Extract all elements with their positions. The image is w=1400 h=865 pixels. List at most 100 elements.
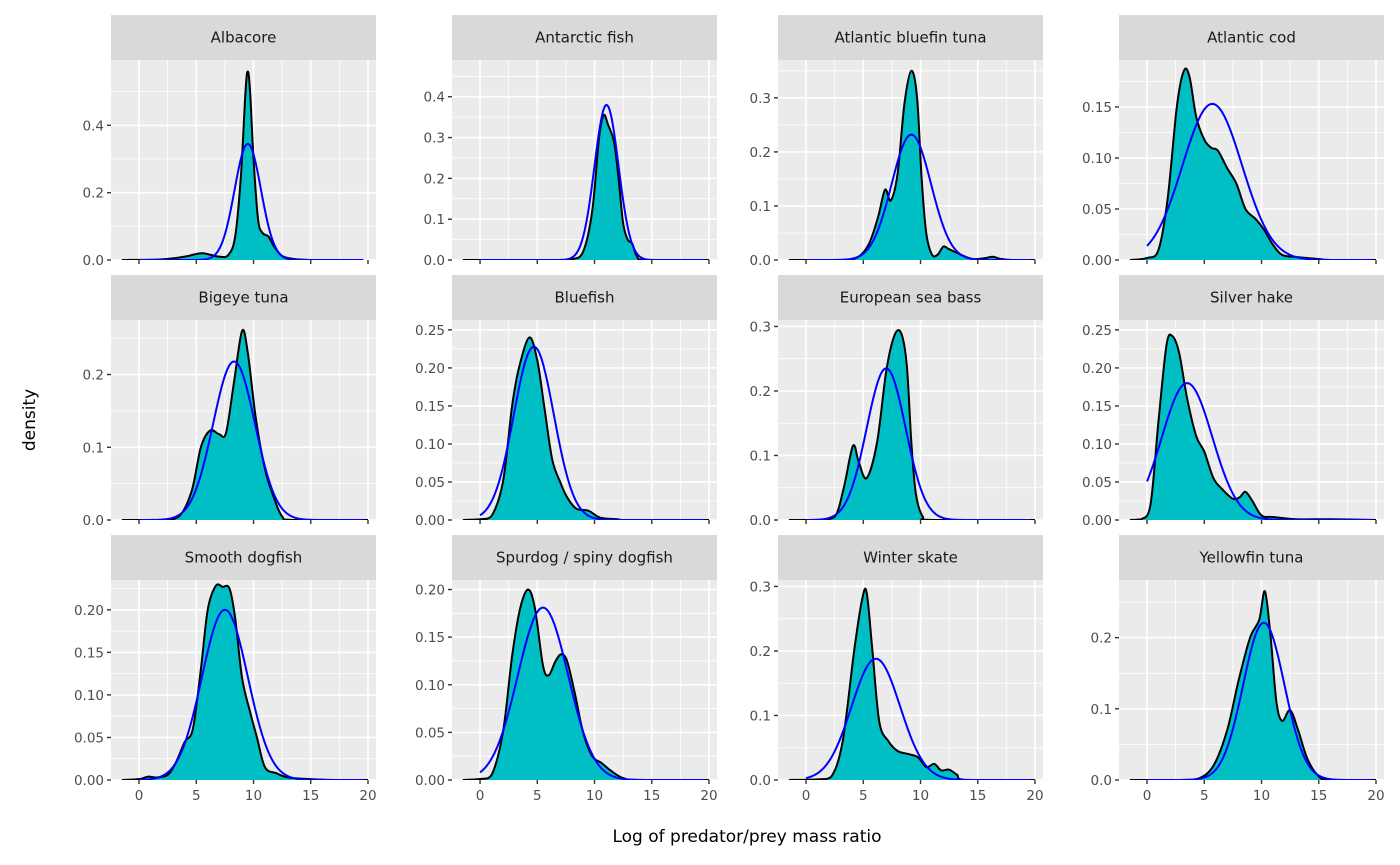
density-line-yellowfin-tuna [1129,590,1376,780]
y-axis-antarctic-fish: 0.0 0.1 0.2 0.3 0.4 [424,90,452,269]
marks-antarctic-fish [462,103,709,260]
y-tick-label: 0.2 [83,186,104,202]
y-tick-label: 0.05 [415,725,445,741]
strip-silver-hake [1119,275,1384,320]
y-tick-label: 0.00 [1082,513,1112,529]
x-tick-label: 5 [1200,788,1209,804]
strip-label-european-sea-bass: European sea bass [840,289,982,307]
y-tick-label: 0.0 [750,773,771,789]
marks-bluefish [462,336,709,520]
normal-curve-antarctic-fish [480,103,705,260]
normal-curve-bluefish [479,345,705,520]
y-tick-label: 0.25 [1082,323,1112,339]
marks-european-sea-bass [788,329,1035,520]
y-tick-label: 0.0 [83,513,104,529]
normal-curve-atlantic-bluefin-tuna [806,133,1031,260]
panel-yellowfin-tuna: Yellowfin tuna 0.0 0.1 0.2 0 5 10 15 20 [1091,535,1385,804]
y-tick-label: 0.4 [424,90,445,106]
x-axis-albacore [138,260,369,264]
y-tick-label: 0.0 [424,253,445,269]
y-tick-label: 0.2 [1091,631,1112,647]
y-tick-label: 0.15 [1082,100,1112,116]
x-tick-label: 5 [533,788,542,804]
y-tick-label: 0.2 [750,384,771,400]
y-axis-smooth-dogfish: 0.00 0.05 0.10 0.15 0.20 [74,603,111,789]
y-tick-label: 0.15 [1082,399,1112,415]
normal-curve-smooth-dogfish [139,608,364,780]
y-tick-label: 0.10 [415,437,445,453]
normal-curve-european-sea-bass [806,367,1031,520]
strip-european-sea-bass [778,275,1043,320]
y-tick-label: 0.3 [750,91,771,107]
x-tick-label: 0 [1143,788,1152,804]
x-axis-atlantic-cod [1146,260,1377,264]
panel-silver-hake: Silver hake 0.00 0.05 0.10 0.15 0.20 0.25 [1082,275,1384,529]
y-axis-title: density [20,389,40,451]
density-area-yellowfin-tuna [1129,591,1376,780]
gridlines-winter-skate [778,580,1043,780]
x-tick-label: 20 [1026,788,1043,804]
y-tick-label: 0.05 [1082,475,1112,491]
x-tick-label: 10 [245,788,262,804]
y-tick-label: 0.3 [750,319,771,335]
y-axis-albacore: 0.0 0.2 0.4 [83,118,111,269]
panel-winter-skate: Winter skate 0.0 0.1 0.2 0.3 0 5 10 15 20 [750,535,1044,804]
x-axis-spurdog-spiny-dogfish: 0 5 10 15 20 [476,780,718,804]
density-area-atlantic-cod [1129,68,1376,260]
density-area-european-sea-bass [788,330,1035,520]
y-tick-label: 0.10 [74,688,104,704]
x-tick-label: 15 [302,788,319,804]
y-tick-label: 0.1 [424,212,445,228]
marks-silver-hake [1129,333,1377,520]
strip-label-antarctic-fish: Antarctic fish [535,29,634,47]
density-area-silver-hake [1129,334,1376,520]
strip-bluefish [452,275,717,320]
marks-winter-skate [788,587,1035,780]
gridlines-antarctic-fish [452,60,717,260]
panel-albacore: Albacore 0.0 0.2 0.4 [83,15,376,269]
density-line-bluefish [462,336,709,520]
marks-atlantic-bluefin-tuna [788,69,1035,260]
x-axis-atlantic-bluefin-tuna [805,260,1036,264]
strip-label-atlantic-cod: Atlantic cod [1207,29,1296,47]
x-axis-smooth-dogfish: 0 5 10 15 20 [135,780,377,804]
y-tick-label: 0.15 [415,630,445,646]
y-axis-silver-hake: 0.00 0.05 0.10 0.15 0.20 0.25 [1082,323,1119,529]
strip-label-yellowfin-tuna: Yellowfin tuna [1199,549,1304,567]
density-line-spurdog-spiny-dogfish [462,588,709,780]
strip-atlantic-bluefin-tuna [778,15,1043,60]
y-tick-label: 0.20 [74,603,104,619]
density-area-winter-skate [788,588,1035,780]
density-line-silver-hake [1129,333,1377,520]
normal-curve-winter-skate [805,657,1031,780]
y-tick-label: 0.4 [83,118,104,134]
normal-curve-atlantic-cod [1146,102,1372,260]
strip-atlantic-cod [1119,15,1384,60]
normal-curve-yellowfin-tuna [1147,621,1372,780]
strip-spurdog-spiny-dogfish [452,535,717,580]
panel-bigeye-tuna: Bigeye tuna 0.0 0.1 0.2 [83,275,376,529]
density-line-winter-skate [788,587,1035,780]
y-axis-spurdog-spiny-dogfish: 0.00 0.05 0.10 0.15 0.20 [415,583,452,789]
x-axis-antarctic-fish [479,260,710,264]
strip-label-spurdog-spiny-dogfish: Spurdog / spiny dogfish [496,549,673,567]
y-axis-winter-skate: 0.0 0.1 0.2 0.3 [750,579,778,789]
facet-panels: Albacore 0.0 0.2 0.4 Antarctic fish 0.0 0.1 0.2… [74,15,1385,804]
x-tick-label: 15 [1310,788,1327,804]
y-tick-label: 0.2 [424,171,445,187]
x-axis-yellowfin-tuna: 0 5 10 15 20 [1143,780,1385,804]
panel-european-sea-bass: European sea bass 0.0 0.1 0.2 0.3 [750,275,1043,529]
y-axis-yellowfin-tuna: 0.0 0.1 0.2 [1091,631,1119,789]
y-tick-label: 0.0 [83,253,104,269]
x-tick-label: 0 [135,788,144,804]
density-area-bluefish [462,337,709,520]
y-tick-label: 0.00 [74,773,104,789]
y-axis-european-sea-bass: 0.0 0.1 0.2 0.3 [750,319,778,529]
y-tick-label: 0.25 [415,323,445,339]
y-tick-label: 0.10 [1082,151,1112,167]
density-area-atlantic-bluefin-tuna [788,70,1035,260]
panel-spurdog-spiny-dogfish: Spurdog / spiny dogfish 0.000.050.100.150… [415,535,718,804]
y-tick-label: 0.15 [74,645,104,661]
x-tick-label: 20 [700,788,717,804]
